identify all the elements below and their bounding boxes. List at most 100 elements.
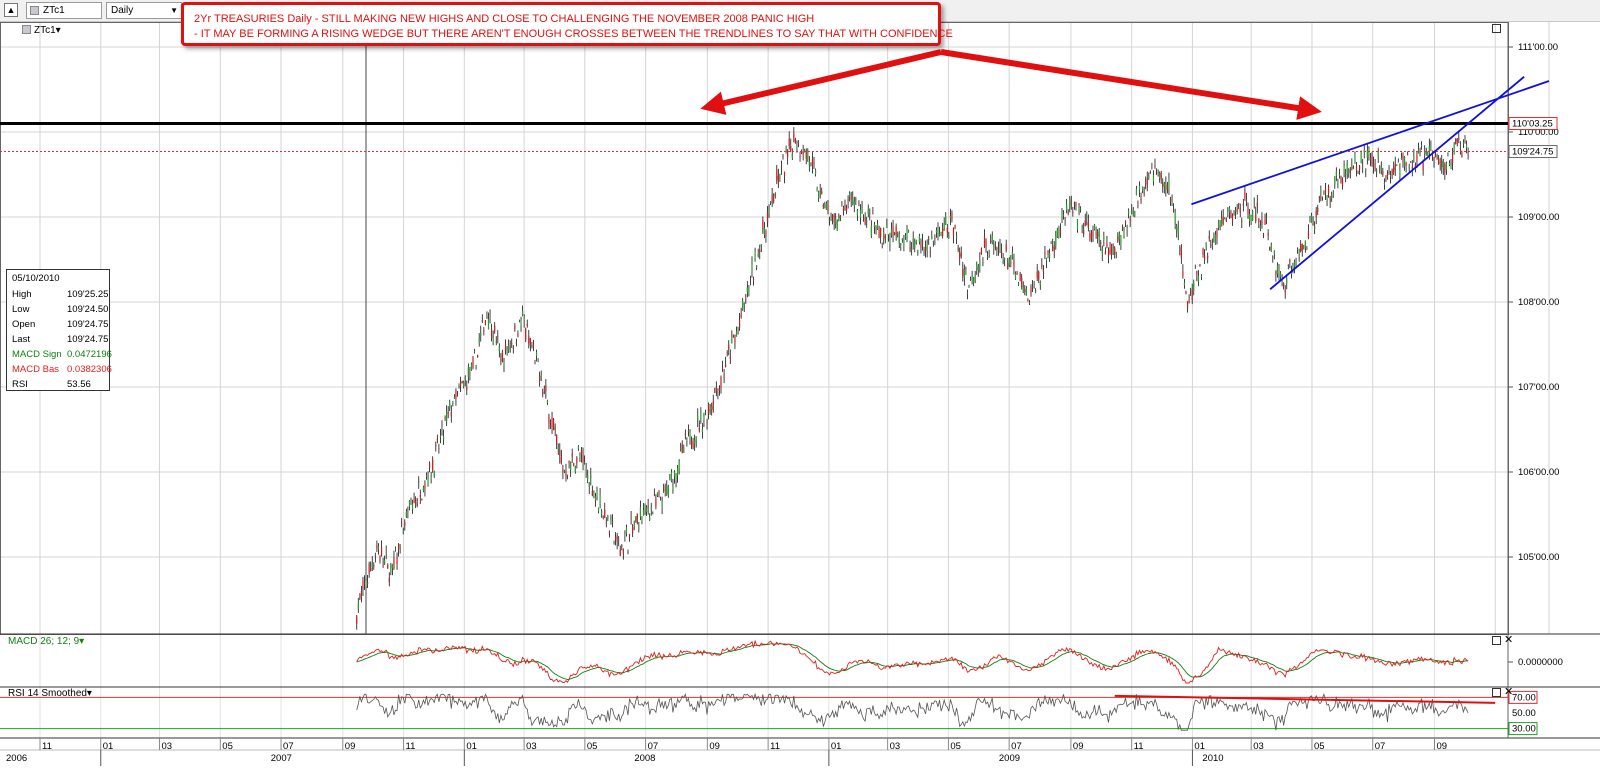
candle-body bbox=[813, 162, 815, 164]
close-panel-icon[interactable]: ✕ bbox=[1504, 634, 1514, 646]
candle-body bbox=[1459, 147, 1461, 149]
candle-body bbox=[1420, 145, 1423, 147]
candle-body bbox=[824, 205, 826, 209]
candle-body bbox=[704, 412, 707, 414]
candle-body bbox=[371, 563, 373, 568]
candle-body bbox=[1169, 198, 1172, 202]
candle-body bbox=[1028, 302, 1031, 304]
x-tick-label: 11 bbox=[406, 741, 416, 752]
candle-body bbox=[1338, 174, 1341, 176]
candle-body bbox=[1379, 172, 1381, 174]
maximize-panel-button[interactable] bbox=[1492, 24, 1501, 33]
macd-panel-label[interactable]: MACD 26; 12; 9▾ bbox=[8, 636, 85, 647]
candle-body bbox=[1242, 203, 1244, 206]
candle-body bbox=[1467, 152, 1469, 154]
candle-body bbox=[966, 292, 969, 294]
candle-body bbox=[1188, 299, 1190, 302]
candle-body bbox=[1207, 255, 1209, 259]
candle-body bbox=[838, 215, 840, 222]
maximize-panel-button[interactable] bbox=[1492, 688, 1501, 697]
candle-body bbox=[825, 203, 827, 210]
candle-body bbox=[694, 439, 696, 445]
candle-body bbox=[539, 375, 541, 381]
candle-body bbox=[991, 236, 993, 243]
candle-body bbox=[1039, 281, 1041, 286]
candle-body bbox=[1149, 171, 1151, 174]
series-color-icon bbox=[30, 6, 39, 15]
resistance-label: 110'03.25 bbox=[1512, 119, 1553, 130]
candle-body bbox=[1148, 175, 1150, 178]
candle-body bbox=[698, 428, 700, 431]
candle-body bbox=[678, 462, 680, 472]
candle-body bbox=[737, 329, 739, 331]
candle-body bbox=[613, 542, 615, 544]
candle-body bbox=[1117, 236, 1119, 242]
x-tick-label: 07 bbox=[1375, 741, 1386, 752]
candle-body bbox=[1303, 248, 1305, 250]
candle-body bbox=[627, 549, 629, 551]
candle-body bbox=[1087, 222, 1089, 228]
collapse-toggle-button[interactable]: ▲ bbox=[4, 3, 18, 17]
candle-body bbox=[921, 240, 924, 245]
candle-body bbox=[557, 446, 559, 450]
candle-body bbox=[1327, 186, 1330, 194]
candle-series bbox=[356, 127, 1469, 630]
rsi-panel-label[interactable]: RSI 14 Smoothed▾ bbox=[8, 688, 92, 699]
candle-body bbox=[1129, 218, 1131, 221]
candle-body bbox=[636, 513, 638, 523]
candle-body bbox=[1061, 212, 1063, 218]
candle-body bbox=[1165, 183, 1167, 191]
candle-body bbox=[1321, 196, 1323, 199]
candle-body bbox=[484, 320, 486, 325]
candle-body bbox=[566, 474, 569, 476]
candle-body bbox=[1227, 214, 1229, 216]
candle-body bbox=[1221, 218, 1223, 227]
candle-body bbox=[749, 278, 752, 279]
candle-body bbox=[756, 265, 758, 268]
candle-body bbox=[390, 564, 392, 573]
candle-body bbox=[707, 404, 710, 414]
candle-body bbox=[574, 466, 576, 472]
candle-body bbox=[1230, 211, 1232, 217]
main-series-legend[interactable]: ZTc1▾ bbox=[22, 25, 61, 36]
candle-body bbox=[601, 511, 603, 515]
maximize-panel-button[interactable] bbox=[1492, 636, 1501, 645]
candle-body bbox=[909, 246, 911, 251]
candle-body bbox=[714, 392, 716, 394]
candle-body bbox=[1101, 248, 1103, 254]
candle-body bbox=[836, 222, 838, 231]
candle-body bbox=[985, 240, 987, 247]
candle-body bbox=[438, 448, 440, 449]
candle-body bbox=[362, 580, 364, 589]
candle-body bbox=[833, 215, 835, 223]
candle-body bbox=[542, 391, 544, 395]
candle-body bbox=[918, 235, 920, 243]
price-marker bbox=[1508, 117, 1558, 130]
candle-body bbox=[656, 492, 659, 496]
candle-body bbox=[963, 269, 965, 279]
candle-body bbox=[1436, 157, 1438, 160]
candle-body bbox=[1219, 225, 1221, 229]
candle-body bbox=[525, 328, 527, 340]
candle-body bbox=[1315, 210, 1317, 217]
candle-body bbox=[748, 288, 750, 295]
data-window-row: Last 109'24.75 bbox=[12, 334, 109, 345]
candle-body bbox=[997, 248, 1000, 250]
candle-body bbox=[624, 535, 626, 537]
data-window-row: Open 109'24.75 bbox=[12, 319, 109, 330]
candle-body bbox=[374, 554, 376, 556]
candle-body bbox=[875, 227, 877, 230]
candle-body bbox=[427, 478, 429, 486]
candle-body bbox=[683, 448, 685, 453]
candle-body bbox=[1306, 248, 1308, 250]
candle-body bbox=[526, 323, 528, 326]
close-panel-icon[interactable]: ✕ bbox=[1504, 686, 1514, 698]
candle-body bbox=[873, 224, 876, 227]
instrument-input[interactable]: ZTc1 bbox=[26, 2, 102, 19]
candle-body bbox=[1362, 166, 1364, 168]
candle-body bbox=[393, 557, 395, 569]
panel-borders bbox=[0, 22, 1600, 751]
candle-body bbox=[1114, 247, 1116, 254]
candle-body bbox=[565, 471, 567, 478]
